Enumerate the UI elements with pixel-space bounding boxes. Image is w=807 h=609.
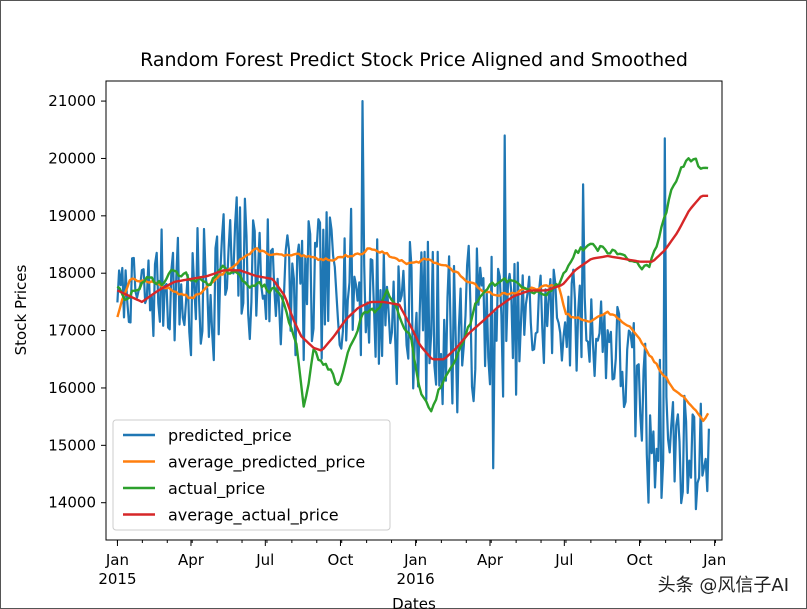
- x-tick-label: Jul: [554, 551, 573, 569]
- series-line-actual-price: [116, 157, 709, 413]
- axes-spines: [105, 80, 723, 541]
- y-tick-label: 16000: [48, 379, 96, 397]
- legend-label: predicted_price: [168, 426, 292, 446]
- x-tick-year-label: 2016: [397, 570, 435, 588]
- y-tick-label: 17000: [48, 322, 96, 340]
- x-tick-label: Jan: [403, 551, 427, 569]
- x-tick-label: Oct: [328, 551, 354, 569]
- x-tick-label: Jan: [702, 551, 726, 569]
- y-tick-label: 21000: [48, 92, 96, 110]
- y-tick-label: 18000: [48, 264, 96, 282]
- x-tick-label: Apr: [178, 551, 205, 569]
- x-tick-label: Oct: [627, 551, 653, 569]
- x-tick-label: Jul: [255, 551, 274, 569]
- chart-title: Random Forest Predict Stock Price Aligne…: [140, 49, 688, 71]
- x-tick-label: Jan: [105, 551, 129, 569]
- legend-box: [112, 419, 391, 531]
- x-axis-label: Dates: [392, 595, 436, 609]
- y-axis-label: Stock Prices: [12, 264, 30, 355]
- series-line-average-predicted-price: [116, 247, 710, 423]
- y-tick-label: 20000: [48, 149, 96, 167]
- x-tick-label: Apr: [477, 551, 504, 569]
- series-line-predicted-price: [116, 100, 710, 511]
- legend: predicted_price average_predicted_priceac…: [112, 419, 391, 531]
- legend-label: average_predicted_price: [168, 453, 365, 473]
- x-tick-year-label: 2015: [98, 570, 136, 588]
- series-layer: [116, 100, 710, 511]
- legend-label: average_actual_price: [168, 506, 339, 526]
- watermark: 头条 @风信子AI: [653, 571, 793, 597]
- y-tick-label: 15000: [48, 436, 96, 454]
- y-tick-label: 19000: [48, 207, 96, 225]
- axes-layer: 14000 15000 16000 17000 18000 19000 20000 21000…: [48, 80, 726, 588]
- legend-label: actual_price: [168, 479, 265, 499]
- y-tick-label: 14000: [48, 494, 96, 512]
- series-line-average-actual-price: [116, 194, 709, 361]
